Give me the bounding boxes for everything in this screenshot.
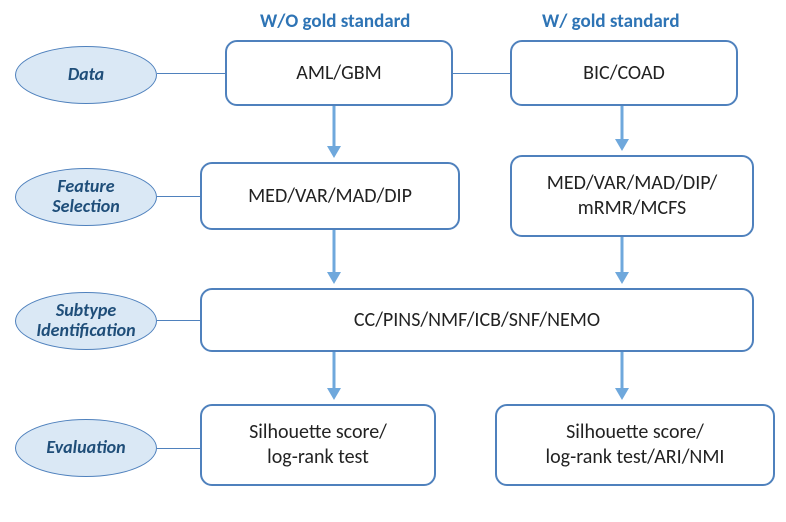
down-arrow bbox=[322, 352, 346, 400]
connector-line bbox=[157, 73, 225, 74]
box-feature-right: MED/VAR/MAD/DIP/ mRMR/MCFS bbox=[510, 155, 754, 237]
row-label-feature: Feature Selection bbox=[15, 168, 157, 226]
header-right: W/ gold standard bbox=[542, 10, 680, 33]
connector-line bbox=[157, 196, 200, 197]
down-arrow bbox=[322, 230, 346, 284]
box-evaluation-left: Silhouette score/ log-rank test bbox=[200, 404, 436, 486]
row-label-evaluation: Evaluation bbox=[15, 419, 157, 477]
box-evaluation-right: Silhouette score/ log-rank test/ARI/NMI bbox=[495, 404, 775, 486]
down-arrow bbox=[610, 106, 634, 151]
down-arrow bbox=[610, 352, 634, 400]
connector-line bbox=[157, 320, 200, 321]
down-arrow bbox=[610, 237, 634, 284]
box-data-left: AML/GBM bbox=[225, 40, 453, 106]
header-left: W/O gold standard bbox=[260, 10, 410, 33]
box-data-right: BIC/COAD bbox=[510, 40, 738, 106]
box-subtype-full: CC/PINS/NMF/ICB/SNF/NEMO bbox=[200, 288, 754, 352]
connector-line bbox=[157, 448, 200, 449]
row-label-subtype: Subtype Identification bbox=[15, 292, 157, 350]
down-arrow bbox=[322, 106, 346, 158]
connector-line bbox=[453, 73, 510, 74]
box-feature-left: MED/VAR/MAD/DIP bbox=[200, 162, 460, 230]
row-label-data: Data bbox=[15, 46, 157, 104]
